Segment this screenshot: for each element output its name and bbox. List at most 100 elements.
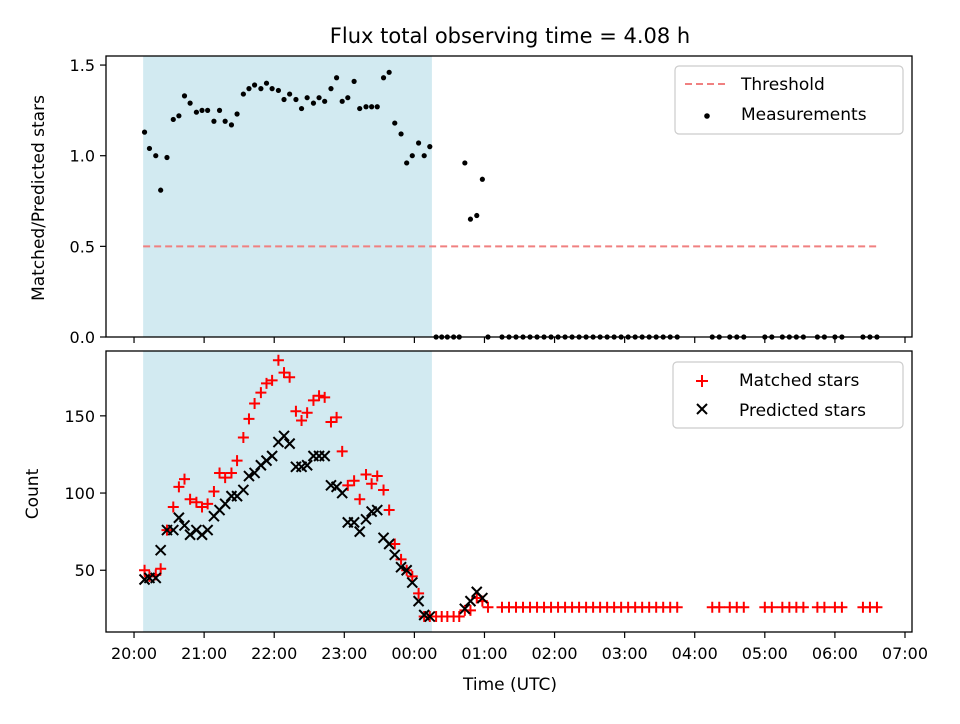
predicted-star-point	[354, 525, 366, 538]
measurement-point	[281, 96, 287, 103]
predicted-star-point	[301, 459, 313, 471]
matched-star-point	[155, 563, 167, 575]
measurement-point	[351, 78, 357, 84]
matched-star-point	[348, 475, 360, 487]
matched-star-point	[249, 397, 261, 409]
measurement-point	[392, 120, 398, 126]
matched-star-point	[413, 587, 425, 599]
plot-frame	[105, 55, 913, 338]
plot-frame	[105, 350, 913, 633]
predicted-star-point	[348, 516, 360, 529]
measurement-point	[298, 105, 305, 112]
measurement-point	[263, 80, 270, 86]
matched-star-point	[482, 601, 494, 613]
y-tick-label: 1.0	[70, 147, 95, 166]
measurement-point	[205, 107, 211, 113]
count-legend: Matched stars Predicted stars	[672, 361, 904, 429]
ratio-y-axis-label: Matched/Predicted stars	[29, 95, 49, 301]
predicted-star-point	[201, 524, 214, 536]
measurement-point	[141, 129, 148, 135]
measurement-point	[211, 118, 217, 124]
matched-star-point	[313, 390, 325, 402]
measurement-point	[216, 107, 223, 113]
y-tick-label: 0.5	[70, 237, 95, 256]
y-tick-label: 1.5	[70, 56, 95, 75]
matched-star-point	[366, 478, 378, 490]
measurement-point	[176, 113, 182, 119]
matched-star-point	[296, 414, 308, 426]
predicted-star-point	[360, 513, 372, 525]
measurement-point	[462, 160, 468, 166]
predicted-star-point	[150, 572, 162, 584]
measurement-point	[328, 86, 334, 92]
matched-star-point	[231, 455, 243, 467]
measurement-point	[386, 69, 392, 75]
matched-star-point	[395, 553, 407, 565]
matched-star-point	[243, 413, 255, 425]
measurement-point	[258, 86, 264, 92]
ratio-legend-box	[674, 65, 904, 135]
predicted-star-point	[400, 564, 413, 576]
predicted-star-point	[243, 470, 255, 482]
ratio-panel: 0.0 0.5 1.0 1.5	[70, 55, 913, 347]
matched-star-point	[738, 601, 750, 613]
x-tick-label: 07:00	[882, 644, 928, 663]
measurement-point	[304, 95, 310, 101]
legend-measurements-label: Measurements	[741, 105, 867, 125]
matched-star-point	[196, 501, 208, 513]
x-tick-label: 01:00	[461, 644, 507, 663]
x-tick-label: 23:00	[321, 644, 367, 663]
matched-star-point	[260, 377, 272, 389]
matched-star-point	[371, 470, 383, 482]
measurement-point	[240, 91, 246, 97]
matched-star-point	[225, 467, 237, 479]
matched-star-point	[325, 416, 337, 428]
count-panel: 20:00 21:00 22:00 23:00 00:00 01:00 02:00 03:00…	[64, 350, 928, 663]
predicted-star-point	[406, 576, 418, 589]
observing-window-shade	[143, 56, 432, 337]
predicted-star-point	[318, 450, 331, 462]
matched-star-point	[319, 391, 331, 403]
x-tick-label: 05:00	[742, 644, 788, 663]
predicted-star-point	[383, 538, 395, 550]
x-tick-label: 22:00	[251, 644, 297, 663]
ratio-legend: Threshold Measurements	[674, 65, 904, 135]
matched-star-point	[178, 473, 190, 485]
x-tick-label: 20:00	[111, 644, 157, 663]
matched-star-point	[237, 431, 249, 443]
matched-star-point	[208, 486, 220, 497]
measurement-point	[310, 100, 317, 106]
measurement-point	[269, 86, 275, 92]
measurement-point	[398, 131, 404, 137]
measurement-point	[474, 212, 480, 219]
matched-star-point	[766, 601, 778, 613]
measurement-point	[415, 140, 422, 146]
measurement-point	[228, 122, 235, 128]
matched-star-point	[336, 445, 348, 457]
y-tick-label: 0.0	[70, 328, 95, 347]
matched-star-point	[453, 611, 465, 623]
matched-star-point	[378, 484, 390, 496]
x-tick-label: 02:00	[532, 644, 578, 663]
matched-star-point	[173, 481, 185, 493]
x-axis-label: Time (UTC)	[462, 675, 557, 695]
measurement-point	[345, 95, 351, 101]
predicted-star-point	[459, 603, 471, 615]
predicted-star-point	[371, 504, 383, 516]
legend-predicted-label: Predicted stars	[739, 401, 866, 421]
matched-star-point	[342, 479, 354, 491]
matched-star-point	[671, 601, 683, 613]
matched-star-point	[301, 407, 313, 419]
matched-star-point	[278, 367, 290, 379]
matched-star-point	[255, 387, 267, 399]
predicted-star-point	[178, 519, 191, 532]
matched-star-point	[331, 411, 343, 423]
matched-star-point	[290, 405, 302, 417]
predicted-star-point	[184, 529, 196, 541]
measurement-point	[275, 87, 282, 94]
x-tick-label: 21:00	[181, 644, 227, 663]
matched-star-point	[354, 493, 366, 505]
count-legend-box	[672, 361, 904, 429]
measurement-point	[339, 98, 345, 104]
